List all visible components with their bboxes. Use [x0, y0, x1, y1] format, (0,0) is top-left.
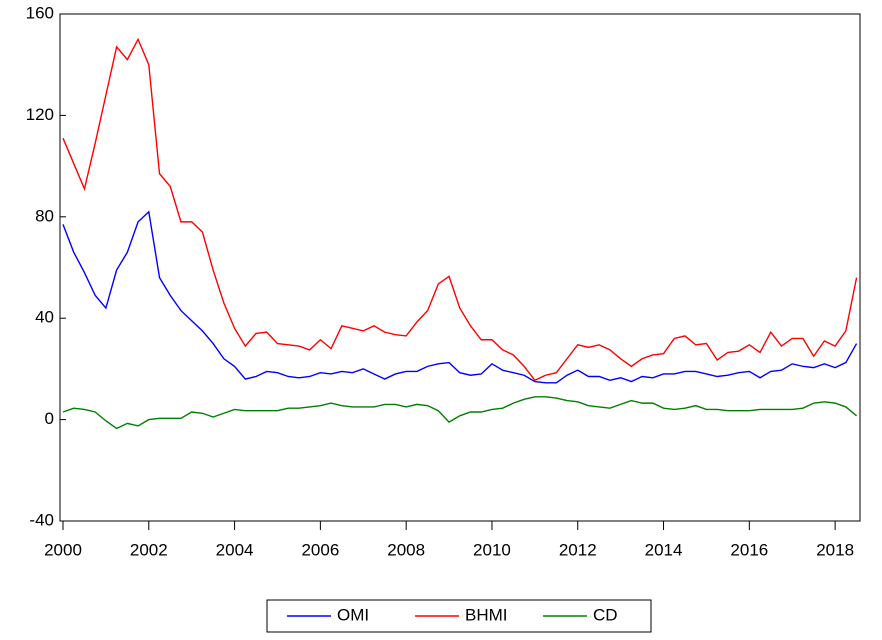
y-tick-label: 40	[35, 308, 54, 327]
y-tick-label: 0	[45, 409, 54, 428]
x-tick-label: 2004	[216, 540, 254, 559]
y-tick-label: 120	[26, 105, 54, 124]
x-tick-label: 2018	[816, 540, 854, 559]
x-tick-label: 2010	[473, 540, 511, 559]
x-tick-label: 2000	[44, 540, 82, 559]
series-line	[62, 396, 858, 430]
x-tick-label: 2008	[387, 540, 425, 559]
series-line	[62, 210, 858, 384]
legend-label: CD	[593, 605, 618, 624]
series-line	[62, 37, 858, 382]
legend-label: BHMI	[465, 605, 508, 624]
x-tick-label: 2002	[130, 540, 168, 559]
x-tick-label: 2014	[645, 540, 683, 559]
x-tick-label: 2016	[730, 540, 768, 559]
x-tick-label: 2012	[559, 540, 597, 559]
y-tick-label: 80	[35, 206, 54, 225]
legend-label: OMI	[337, 605, 369, 624]
plot-frame	[59, 13, 861, 522]
y-tick-label: 160	[26, 3, 54, 22]
y-tick-label: -40	[29, 510, 54, 529]
x-tick-label: 2006	[301, 540, 339, 559]
